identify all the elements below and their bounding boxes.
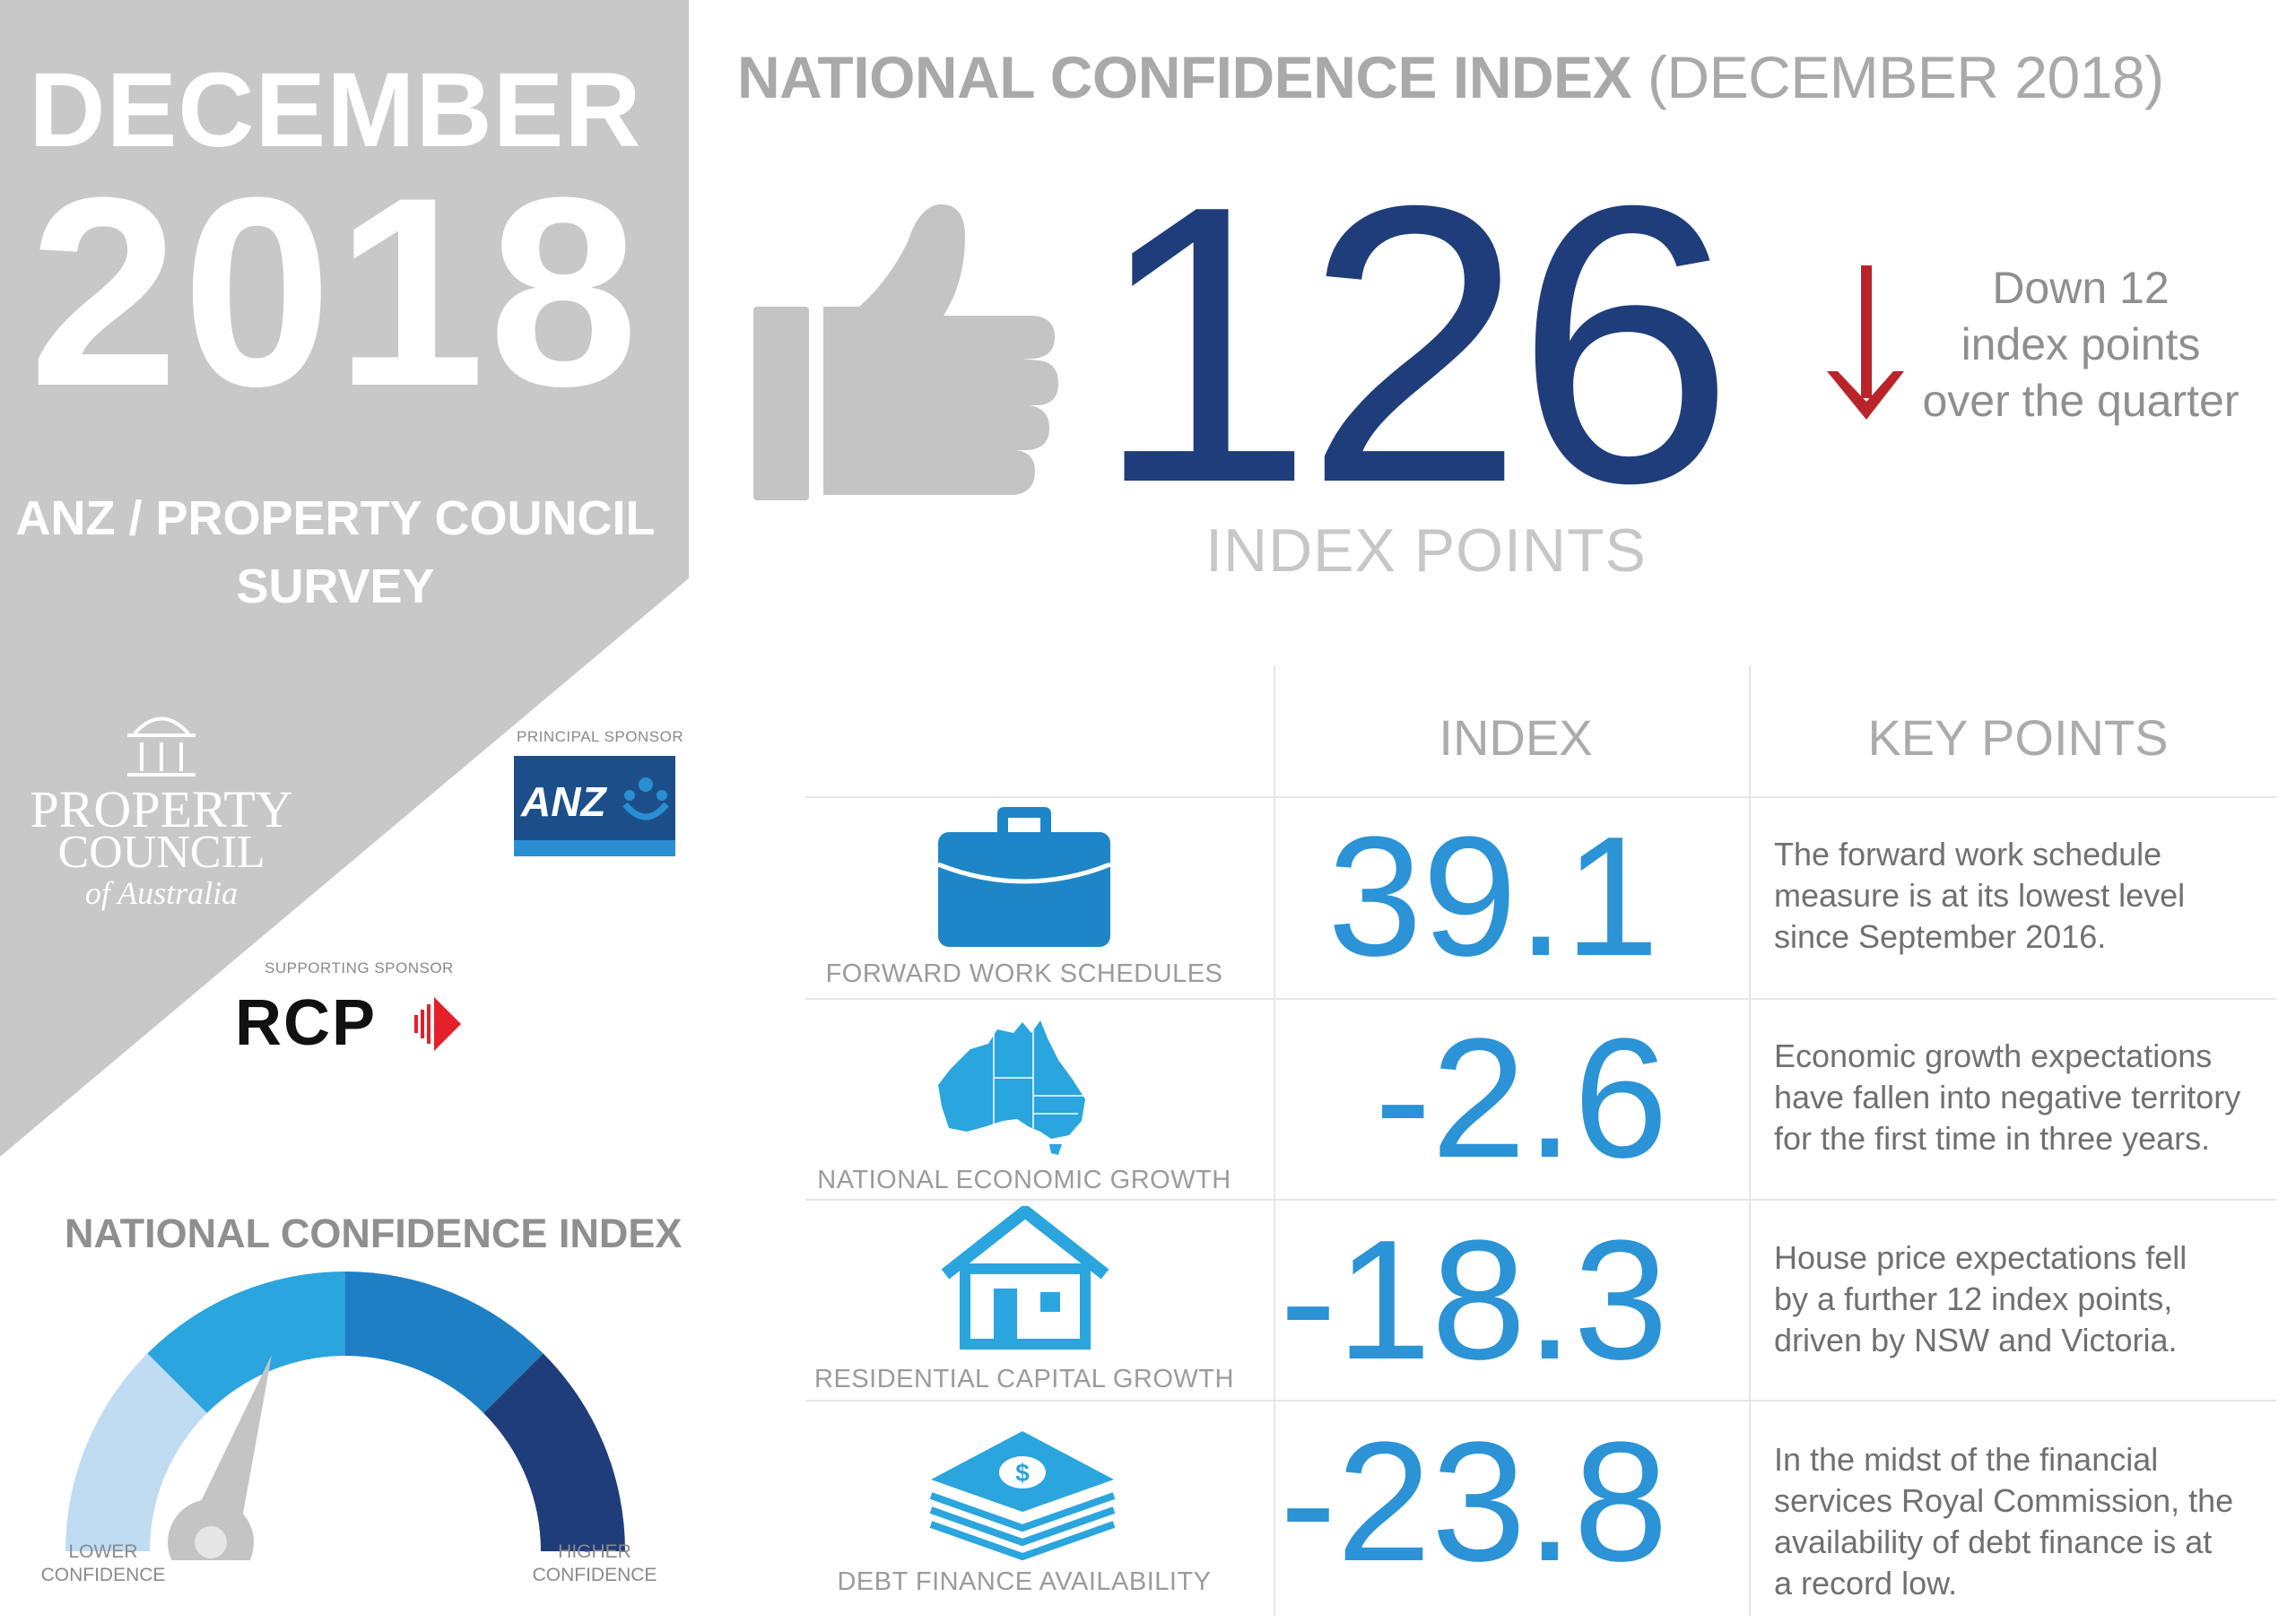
thumbs-up-icon [753, 204, 1058, 500]
national-index-value: 126 [1094, 125, 1735, 565]
row-note-line: In the midst of the financial [1774, 1441, 2159, 1478]
confidence-gauge [65, 1271, 625, 1560]
gauge-segment-3 [345, 1271, 544, 1413]
row-note-line: have fallen into negative territory [1774, 1079, 2241, 1115]
survey-name-line1: ANZ / PROPERTY COUNCIL [15, 491, 656, 545]
anz-logo-strip [514, 840, 675, 856]
house-icon [941, 1206, 1109, 1350]
row-value-debt-finance-availability: -23.8 [1279, 1407, 1668, 1597]
row-divider [805, 796, 2276, 798]
principal-sponsor-label: PRINCIPAL SPONSOR [517, 728, 684, 745]
gauge-label-higher: HIGHER CONFIDENCE [518, 1541, 671, 1587]
main-title: NATIONAL CONFIDENCE INDEX (DECEMBER 2018… [737, 43, 2164, 111]
gauge-label-higher-line2: CONFIDENCE [532, 1565, 657, 1585]
supporting-sponsor-label: SUPPORTING SPONSOR [265, 959, 454, 976]
survey-year: 2018 [29, 141, 642, 442]
row-note-forward-work-schedules: The forward work schedule measure is at … [1774, 834, 2294, 958]
row-note-line: House price expectations fell [1774, 1239, 2187, 1276]
row-note-line: services Royal Commission, the [1774, 1482, 2234, 1519]
column-header-index: INDEX [1439, 709, 1593, 766]
rcp-signal-icon [414, 997, 461, 1051]
gauge-label-lower-line1: LOWER [68, 1541, 138, 1562]
change-line3: over the quarter [1922, 376, 2239, 426]
row-note-line: a record low. [1774, 1565, 1958, 1601]
down-arrow-icon [1827, 265, 1904, 420]
gauge-needle [168, 1354, 272, 1560]
pca-logo-line1: PROPERTY [30, 780, 293, 838]
row-note-national-economic-growth: Economic growth expectations have fallen… [1774, 1036, 2294, 1159]
rcp-logo-text: RCP [235, 987, 378, 1059]
row-value-residential-capital-growth: -18.3 [1279, 1205, 1668, 1395]
row-note-line: The forward work schedule [1774, 836, 2162, 872]
gauge-label-lower-line2: CONFIDENCE [40, 1565, 166, 1585]
row-label-residential-capital-growth: RESIDENTIAL CAPITAL GROWTH [814, 1365, 1234, 1393]
row-note-line: since September 2016. [1774, 918, 2107, 955]
column-header-key-points: KEY POINTS [1867, 709, 2169, 766]
row-note-line: for the first time in three years. [1774, 1120, 2211, 1157]
gauge-label-lower: LOWER CONFIDENCE [27, 1541, 179, 1587]
gauge-segment-4 [483, 1353, 625, 1551]
column-divider-index [1274, 665, 1275, 1616]
row-note-line: Economic growth expectations [1774, 1037, 2213, 1074]
briefcase-icon [937, 807, 1111, 947]
anz-logo: ANZ [514, 756, 675, 856]
row-divider [805, 1199, 2276, 1201]
row-note-line: availability of debt finance is at [1774, 1523, 2213, 1560]
row-note-debt-finance-availability: In the midst of the financial services R… [1774, 1439, 2294, 1604]
anz-people-icon [622, 777, 669, 820]
anz-logo-text: ANZ [521, 778, 606, 825]
property-council-logo: PROPERTY COUNCIL of Australia [9, 699, 314, 915]
quarterly-change-note: Down 12 index points over the quarter [1892, 260, 2269, 430]
column-divider-key-points [1749, 665, 1751, 1616]
survey-name-line2: SURVEY [236, 560, 435, 613]
cash-stack-icon: $ [929, 1431, 1116, 1560]
gauge-segments [65, 1271, 625, 1551]
row-value-national-economic-growth: -2.6 [1374, 1003, 1668, 1193]
row-note-line: by a further 12 index points, [1774, 1280, 2173, 1317]
gauge-needle-hub-center [195, 1526, 227, 1558]
pca-logo-line2: COUNCIL [57, 827, 265, 878]
row-label-national-economic-growth: NATIONAL ECONOMIC GROWTH [817, 1166, 1231, 1194]
australia-map-icon [938, 1020, 1087, 1155]
building-emblem-icon [127, 716, 196, 777]
row-note-residential-capital-growth: House price expectations fell by a furth… [1774, 1237, 2294, 1361]
pca-logo-line3: of Australia [84, 875, 239, 911]
row-note-line: driven by NSW and Victoria. [1774, 1322, 2178, 1358]
survey-name: ANZ / PROPERTY COUNCIL SURVEY [0, 484, 671, 621]
main-title-date: (DECEMBER 2018) [1647, 44, 2164, 110]
row-value-forward-work-schedules: 39.1 [1327, 802, 1659, 992]
change-line1: Down 12 [1992, 263, 2170, 313]
row-label-forward-work-schedules: FORWARD WORK SCHEDULES [825, 959, 1223, 988]
row-divider [805, 1400, 2276, 1402]
row-label-debt-finance-availability: DEBT FINANCE AVAILABILITY [837, 1567, 1212, 1596]
gauge-label-higher-line1: HIGHER [558, 1541, 631, 1562]
survey-month: DECEMBER [29, 51, 642, 169]
main-title-bold: NATIONAL CONFIDENCE INDEX [737, 44, 1632, 110]
index-points-label: INDEX POINTS [1205, 516, 1647, 585]
gauge-title: NATIONAL CONFIDENCE INDEX [65, 1211, 683, 1256]
rcp-logo: RCP [235, 986, 486, 1059]
gauge-segment-1 [65, 1353, 207, 1551]
row-note-line: measure is at its lowest level [1774, 877, 2186, 914]
left-panel-background [0, 0, 689, 1157]
row-divider [805, 998, 2276, 1000]
svg-text:$: $ [1015, 1459, 1030, 1487]
change-line2: index points [1961, 319, 2201, 369]
gauge-segment-2 [147, 1271, 345, 1413]
